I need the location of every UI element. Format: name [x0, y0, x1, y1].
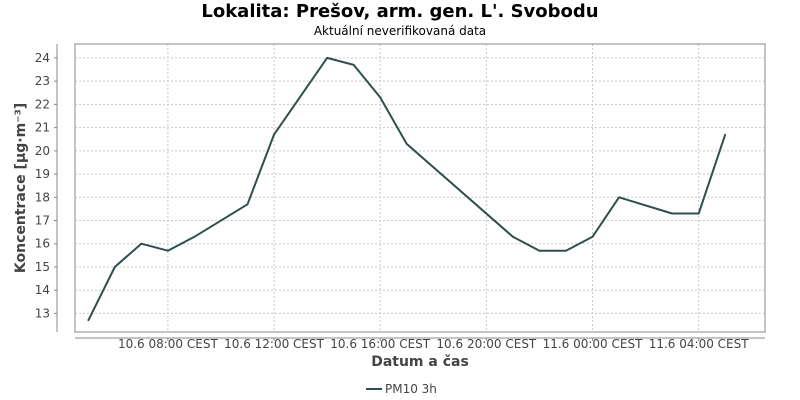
y-axis-title: Koncentrace [µg·m⁻³] — [13, 103, 29, 273]
y-tick-label: 24 — [35, 51, 50, 65]
chart-subtitle: Aktuální neverifikovaná data — [313, 24, 487, 38]
series-line-pm10 — [87, 56, 727, 321]
data-point — [140, 242, 143, 245]
gridlines — [75, 44, 765, 332]
data-point — [246, 203, 249, 206]
y-tick-label: 14 — [35, 283, 50, 297]
y-tick-label: 15 — [35, 260, 50, 274]
data-point — [697, 212, 700, 215]
x-tick-label: 10.6 20:00 CEST — [436, 337, 537, 351]
legend-label: PM10 3h — [385, 382, 437, 396]
y-tick-label: 23 — [35, 74, 50, 88]
data-point — [114, 266, 116, 268]
y-tick-label: 17 — [35, 214, 50, 228]
y-tick-label: 21 — [35, 121, 50, 135]
data-point — [618, 196, 620, 199]
y-tick-label: 20 — [35, 144, 50, 158]
data-point — [724, 133, 726, 136]
x-tick-label: 10.6 08:00 CEST — [118, 337, 219, 351]
data-point — [671, 212, 673, 215]
y-tick-label: 22 — [35, 97, 50, 111]
x-tick-label: 10.6 12:00 CEST — [224, 337, 325, 351]
data-point — [538, 249, 541, 252]
data-point — [405, 143, 408, 145]
y-tick-label: 13 — [35, 306, 50, 320]
data-point — [352, 64, 355, 66]
data-point — [512, 235, 514, 238]
plot-area — [74, 43, 766, 333]
x-tick-label: 11.6 04:00 CEST — [649, 337, 750, 351]
x-axis-title: Datum a čas — [371, 354, 469, 370]
axis-ticks: 13 14 15 16 17 18 19 20 21 22 23 24 10.6 08:00 CEST 1… — [35, 51, 750, 351]
data-point — [591, 235, 594, 238]
data-point — [193, 235, 196, 238]
x-tick-label: 10.6 16:00 CEST — [330, 337, 431, 351]
y-tick-label: 18 — [35, 190, 50, 204]
data-point — [87, 319, 90, 322]
data-point — [273, 133, 275, 136]
series-layer — [87, 56, 727, 322]
data-point — [379, 96, 381, 99]
legend: PM10 3h — [366, 382, 437, 396]
data-point — [565, 249, 567, 252]
chart-title: Lokalita: Prešov, arm. gen. L'. Svobodu — [201, 1, 599, 22]
data-point — [167, 249, 169, 252]
y-tick-label: 19 — [35, 167, 50, 181]
y-tick-label: 16 — [35, 237, 50, 251]
x-tick-label: 11.6 00:00 CEST — [543, 337, 644, 351]
data-point — [326, 57, 328, 59]
